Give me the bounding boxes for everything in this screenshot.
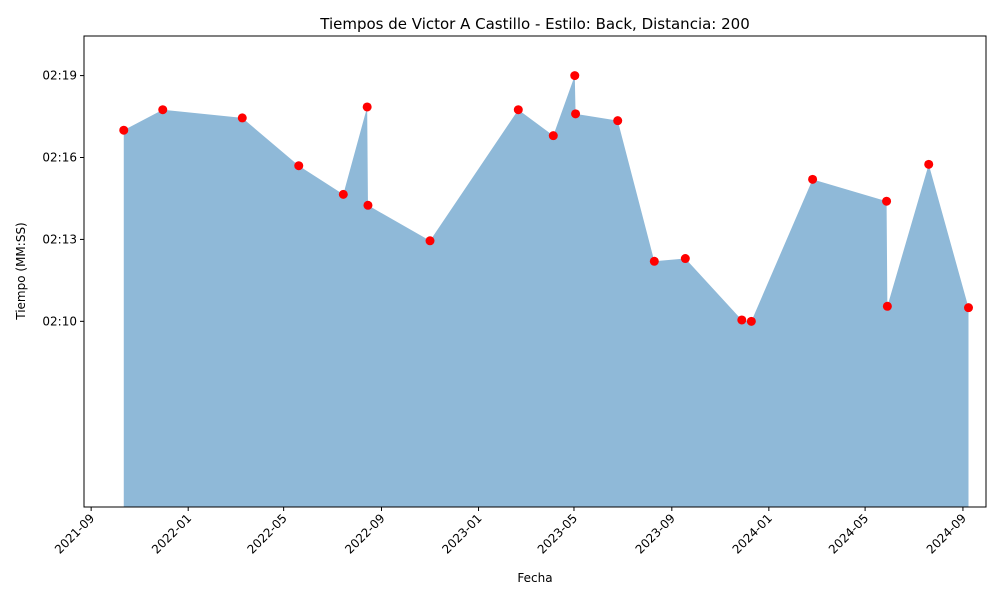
y-tick-label: 02:19 [42,69,77,83]
y-axis-label: Tiempo (MM:SS) [14,222,28,321]
data-point [571,109,581,119]
data-point [613,116,623,126]
data-point [363,200,373,210]
data-point [964,303,973,313]
data-point [882,196,892,206]
plot-area [83,35,987,508]
data-point [924,159,934,169]
data-point [158,105,168,115]
x-axis-label: Fecha [517,571,552,585]
data-point [294,161,304,171]
data-point [649,256,659,266]
data-point [425,236,435,246]
y-tick-label: 02:13 [42,232,77,246]
plot-frame [83,35,987,508]
data-point [237,113,247,123]
data-point [737,315,747,325]
data-point [362,102,372,112]
data-point [746,316,756,326]
data-point [548,131,558,141]
y-tick-label: 02:10 [42,314,77,328]
area-fill [123,75,969,507]
y-axis: 02:10 02:13 02:16 02:19 [42,69,84,328]
data-point [808,174,818,184]
chart-title: Tiempos de Victor A Castillo - Estilo: B… [319,15,750,33]
data-point [680,254,690,264]
data-markers [119,71,973,326]
y-tick-label: 02:16 [42,151,77,165]
data-point [119,125,129,135]
data-point [338,189,348,199]
data-point [513,105,523,115]
data-point [882,301,892,311]
data-point [570,71,580,81]
